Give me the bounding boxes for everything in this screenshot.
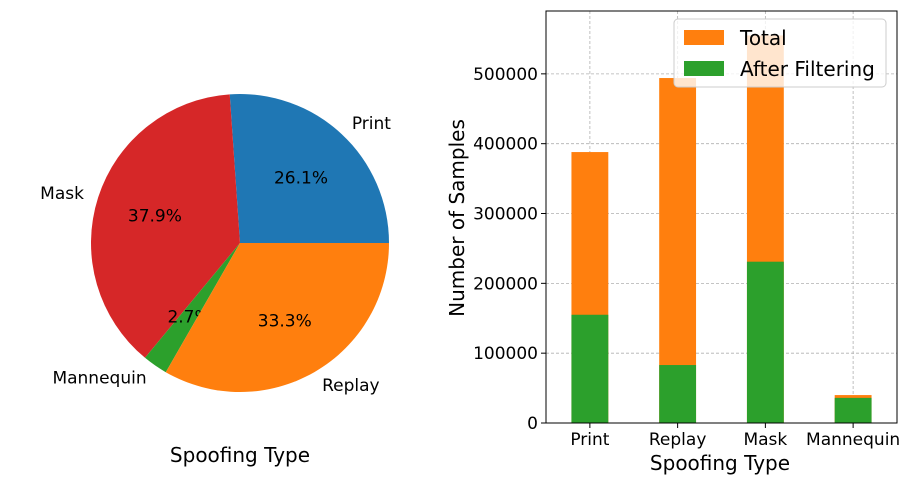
- pie-pct-replay: 33.3%: [258, 311, 312, 331]
- pie-label-print: Print: [352, 114, 391, 134]
- y-tick-label: 200000: [473, 274, 538, 294]
- pie-label-replay: Replay: [322, 376, 380, 396]
- legend: Total After Filtering: [673, 18, 887, 88]
- pie-slice-mannequin: [145, 243, 240, 373]
- bar-x-axis-label: Spoofing Type: [650, 451, 790, 475]
- y-tick-label: 400000: [473, 135, 538, 155]
- bar-after-filtering-mask: [746, 261, 784, 423]
- legend-swatch-total: [684, 30, 724, 45]
- legend-label-after-filtering: After Filtering: [740, 57, 875, 81]
- bar-after-filtering-mannequin: [834, 397, 872, 423]
- y-tick-label: 300000: [473, 205, 538, 225]
- pie-label-mannequin: Mannequin: [52, 369, 146, 389]
- y-tick-label: 100000: [473, 344, 538, 364]
- legend-swatch-after-filtering: [684, 61, 724, 76]
- x-tick-label-mask: Mask: [743, 430, 787, 450]
- x-tick-label-print: Print: [570, 430, 609, 450]
- x-tick-label-replay: Replay: [649, 430, 707, 450]
- pie-slice-print: [229, 93, 389, 243]
- bar-after-filtering-print: [571, 314, 609, 423]
- pie-slice-mask: [91, 94, 240, 358]
- pie-label-mask: Mask: [40, 184, 84, 204]
- pie-pct-print: 26.1%: [274, 169, 328, 189]
- plot-frame: [545, 10, 898, 424]
- legend-frame: [673, 18, 887, 88]
- legend-label-total: Total: [739, 26, 787, 50]
- pie-slice-replay: [165, 243, 389, 392]
- bar-chart: 0 100000 200000 300000 400000 500000 Print Repl…: [473, 10, 900, 450]
- bar-after-filtering-replay: [659, 365, 697, 423]
- x-tick-label-mannequin: Mannequin: [806, 430, 900, 450]
- y-tick-label: 0: [527, 414, 538, 434]
- y-tick-label: 500000: [473, 65, 538, 85]
- pie-pct-mask: 37.9%: [128, 207, 182, 227]
- bar-y-axis-label: Number of Samples: [445, 119, 469, 317]
- pie-x-axis-label: Spoofing Type: [170, 443, 310, 467]
- pie-chart: Print26.1%Mask37.9%Mannequin2.7%Replay33…: [40, 93, 391, 396]
